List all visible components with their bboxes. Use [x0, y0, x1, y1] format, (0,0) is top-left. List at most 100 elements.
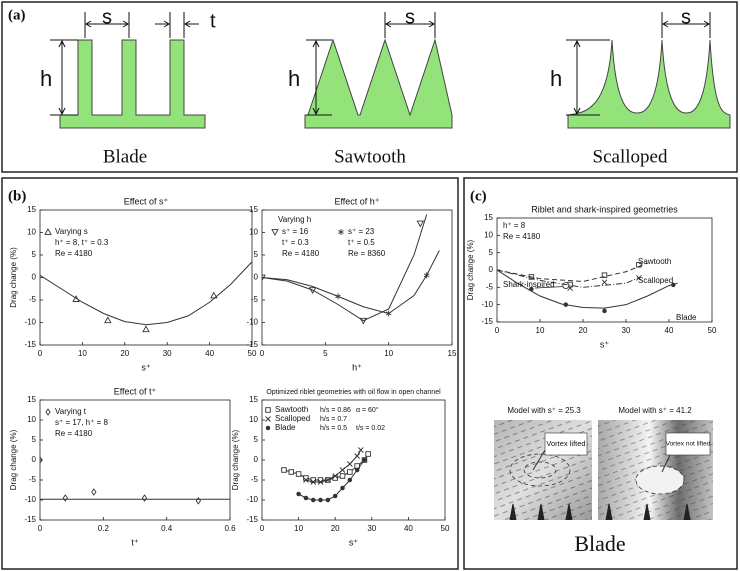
legend-label: s⁺ = 23	[348, 227, 375, 236]
marker	[347, 461, 353, 467]
marker	[295, 471, 302, 477]
panel-label: (b)	[8, 188, 26, 204]
marker	[358, 447, 364, 453]
dimension-label: h	[40, 66, 52, 91]
marker	[40, 456, 43, 464]
annotation: Re = 4180	[282, 249, 320, 258]
marker	[310, 497, 316, 503]
caption: Blade	[103, 146, 147, 167]
legend-label: Sawtooth	[275, 405, 308, 414]
chart-title: Effect of s⁺	[124, 196, 169, 206]
y-tick-label: -5	[29, 295, 37, 304]
y-tick-label: -15	[24, 515, 36, 524]
marker	[310, 479, 317, 485]
y-tick-label: -5	[251, 295, 259, 304]
marker	[332, 473, 339, 479]
legend-label: Blade	[676, 313, 697, 322]
y-tick-label: 10	[484, 230, 493, 239]
annotation: h/s = 0.7	[320, 416, 347, 423]
y-axis-label: Drag change (%)	[466, 239, 475, 300]
x-tick-label: 0	[495, 326, 500, 335]
annotation: h⁺ = 8	[503, 221, 526, 230]
y-tick-label: -10	[246, 318, 258, 327]
legend-label: Scalloped	[638, 276, 673, 285]
marker	[141, 494, 148, 502]
y-tick-label: -10	[24, 318, 36, 327]
y-tick-label: 15	[484, 213, 493, 222]
y-axis-label: Drag change (%)	[231, 429, 240, 490]
marker	[288, 469, 295, 475]
dimension-label: s	[405, 6, 415, 28]
y-tick-label: -5	[251, 475, 259, 484]
y-axis-label: Drag change (%)	[9, 429, 18, 490]
marker	[317, 479, 324, 485]
marker	[339, 473, 346, 479]
y-tick-label: 10	[249, 228, 258, 237]
flow-image	[494, 420, 592, 521]
y-tick-label: 10	[249, 415, 258, 424]
legend-label: Varying s	[55, 227, 88, 236]
marker	[62, 494, 68, 502]
y-tick-label: -15	[24, 340, 36, 349]
x-tick-label: 15	[448, 349, 457, 358]
x-tick-label: 20	[331, 524, 340, 533]
x-tick-label: 40	[404, 524, 413, 533]
series-line	[262, 214, 428, 322]
chart-title: Effect of t⁺	[114, 386, 157, 396]
annotation: h/s = 0.86	[320, 407, 351, 414]
y-tick-label: -15	[246, 515, 258, 524]
y-tick-label: 10	[27, 415, 36, 424]
series-line	[262, 250, 440, 315]
legend-marker	[338, 229, 344, 235]
chart-title: Optimized riblet geometries with oil flo…	[266, 389, 441, 396]
plot-area	[40, 456, 230, 505]
x-tick-label: 20	[579, 326, 588, 335]
marker	[601, 279, 608, 285]
caption: Scalloped	[593, 146, 668, 167]
plot-frame	[496, 217, 713, 323]
y-tick-label: 0	[254, 273, 259, 282]
legend-marker	[265, 407, 271, 413]
y-tick-label: 0	[32, 273, 37, 282]
series-line	[497, 269, 640, 288]
scalloped-diagram	[567, 39, 731, 129]
x-tick-label: 5	[323, 349, 328, 358]
sawtooth-diagram	[304, 38, 453, 129]
annotation: t/s = 0.02	[356, 425, 385, 432]
series-line	[497, 269, 678, 309]
annotation: s⁺ = 17, h⁺ = 8	[55, 418, 108, 427]
legend-label: Shark-inspired	[503, 280, 555, 289]
callout-arrow	[532, 449, 546, 471]
marker	[325, 497, 331, 503]
y-tick-label: 15	[27, 395, 36, 404]
x-tick-label: 0.4	[161, 524, 173, 533]
x-tick-label: 30	[163, 349, 172, 358]
panel-label: (c)	[470, 188, 487, 204]
dimension-lines	[50, 12, 199, 116]
x-tick-label: 0.2	[98, 524, 110, 533]
y-tick-label: -15	[481, 317, 493, 326]
panel-c-frame	[463, 177, 738, 570]
marker	[210, 291, 218, 299]
marker	[340, 485, 345, 491]
legend-marker	[265, 416, 271, 422]
label-arrow	[534, 286, 563, 289]
y-tick-label: 0	[254, 455, 259, 464]
x-tick-label: 50	[708, 326, 717, 335]
marker	[296, 491, 301, 497]
marker	[562, 282, 570, 290]
marker	[602, 308, 607, 314]
annotation: Varying h	[278, 215, 311, 224]
dimension-lines	[566, 12, 711, 116]
legend-marker	[44, 228, 52, 235]
x-tick-label: 10	[384, 349, 393, 358]
dimension-label: s	[681, 6, 691, 28]
marker	[318, 497, 323, 503]
x-tick-label: 0.6	[224, 524, 236, 533]
legend-marker	[265, 425, 271, 431]
plot-frame	[39, 399, 231, 521]
y-tick-label: 5	[254, 250, 259, 259]
x-axis-label: s⁺	[349, 537, 359, 547]
image-caption: Model with s⁺ = 25.3	[507, 406, 581, 415]
